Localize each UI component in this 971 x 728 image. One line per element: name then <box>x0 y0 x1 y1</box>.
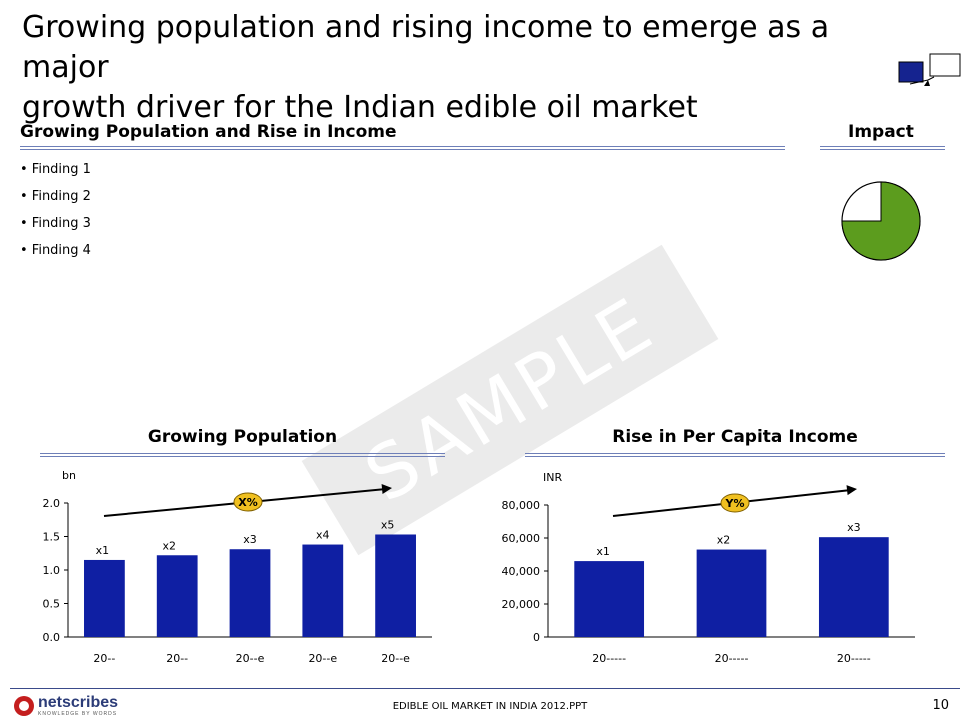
x-category-label: 20--e <box>236 652 265 665</box>
bar-data-label: x2 <box>717 534 731 547</box>
growth-arrow-head <box>846 485 857 496</box>
income-chart-title-rule <box>525 453 945 457</box>
impact-heading-rule <box>820 146 945 150</box>
x-category-label: 20-- <box>166 652 188 665</box>
bar-data-label: x4 <box>316 529 330 542</box>
x-category-label: 20----- <box>592 652 626 665</box>
y-tick-label: 0 <box>533 631 540 644</box>
impact-heading-text: Impact <box>848 122 914 142</box>
slide-title: Growing population and rising income to … <box>22 8 902 128</box>
population-chart-title-text: Growing Population <box>147 427 338 447</box>
y-tick-label: 80,000 <box>502 499 541 512</box>
x-category-label: 20--e <box>308 652 337 665</box>
finding-item: • Finding 2 <box>20 189 91 204</box>
x-category-label: 20----- <box>715 652 749 665</box>
logo-mark-icon <box>14 696 34 716</box>
finding-item: • Finding 1 <box>20 162 91 177</box>
section-heading-text: Growing Population and Rise in Income <box>20 122 397 142</box>
bar <box>574 561 645 637</box>
bar-data-label: x3 <box>243 533 257 546</box>
growth-arrow-head <box>381 483 392 494</box>
growth-badge-label: X% <box>238 496 258 509</box>
bar-data-label: x1 <box>596 545 610 558</box>
bar-data-label: x2 <box>162 539 176 552</box>
y-axis-unit-label: bn <box>62 469 76 482</box>
section-heading: Growing Population and Rise in Income <box>20 120 785 150</box>
bar-data-label: x1 <box>96 544 110 557</box>
y-tick-label: 1.0 <box>43 564 61 577</box>
population-chart-title-rule <box>40 453 445 457</box>
y-tick-label: 2.0 <box>43 497 61 510</box>
growth-badge-label: Y% <box>725 497 745 510</box>
y-tick-label: 1.5 <box>43 531 61 544</box>
x-category-label: 20--e <box>381 652 410 665</box>
growth-badge <box>233 492 263 512</box>
impact-heading: Impact <box>820 120 945 150</box>
y-tick-label: 40,000 <box>502 565 541 578</box>
finding-item: • Finding 3 <box>20 216 91 231</box>
bar-data-label: x5 <box>381 518 395 531</box>
y-tick-label: 20,000 <box>502 598 541 611</box>
population-chart-title: Growing Population <box>40 425 445 457</box>
finding-item: • Finding 4 <box>20 243 91 258</box>
section-heading-rule <box>20 146 785 150</box>
growth-badge <box>720 493 750 513</box>
bar <box>375 534 416 637</box>
income-chart-title: Rise in Per Capita Income <box>525 425 945 457</box>
footer-document-name: EDIBLE OIL MARKET IN INDIA 2012.PPT <box>392 701 588 712</box>
bar <box>156 555 198 637</box>
x-category-label: 20----- <box>837 652 871 665</box>
x-category-label: 20-- <box>93 652 115 665</box>
y-tick-label: 0.5 <box>43 598 61 611</box>
y-axis-unit-label: INR <box>543 471 562 484</box>
footer-rule <box>10 688 960 689</box>
logo-tagline: KNOWLEDGE BY WORDS <box>38 711 118 717</box>
slide-title-line-2: growth driver for the Indian edible oil … <box>22 90 698 125</box>
y-tick-label: 0.0 <box>43 631 61 644</box>
bar-data-label: x3 <box>847 521 861 534</box>
bar <box>84 559 125 637</box>
bar <box>302 544 344 637</box>
y-tick-label: 60,000 <box>502 532 541 545</box>
income-chart-title-text: Rise in Per Capita Income <box>612 427 858 447</box>
slide-title-line-1: Growing population and rising income to … <box>22 10 830 85</box>
impact-harvey-ball <box>841 181 921 261</box>
impact-ball-fill <box>841 181 921 261</box>
monitor-icon[interactable] <box>898 50 962 92</box>
logo-name: netscribes <box>38 694 119 711</box>
bar <box>696 549 767 637</box>
bar <box>818 537 889 637</box>
bar <box>229 549 271 637</box>
netscribes-logo: netscribes KNOWLEDGE BY WORDS <box>14 694 132 718</box>
findings-list: • Finding 1 • Finding 2 • Finding 3 • Fi… <box>20 160 91 268</box>
page-number: 10 <box>932 698 949 713</box>
